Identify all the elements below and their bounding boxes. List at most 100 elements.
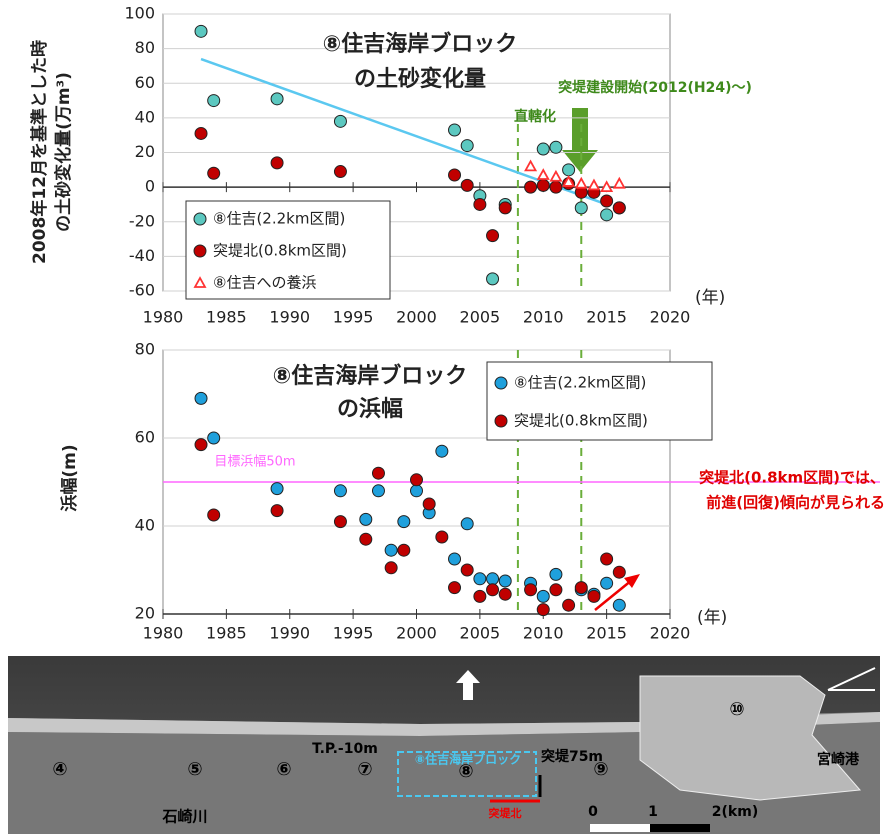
y-tick-label: -60 [129, 281, 155, 300]
legend-marker [194, 245, 206, 257]
legend-marker [495, 377, 507, 389]
chart-title: の土砂変化量 [354, 66, 486, 92]
chart-title: の浜幅 [337, 397, 403, 422]
point [360, 533, 372, 545]
map-label: 2(km) [712, 804, 758, 820]
map-label: ⑧ [458, 761, 473, 782]
x-tick-label: 2005 [460, 308, 501, 327]
scale-bar-white [590, 824, 650, 832]
y-tick-label: 80 [135, 340, 155, 359]
vline-label: 直轄化 [514, 108, 556, 125]
x-tick-label: 2010 [523, 624, 564, 643]
map-label: ⑨ [593, 759, 608, 780]
x-tick-label: 2020 [650, 308, 691, 327]
annotation: 突堤北(0.8km区間)では、 [699, 469, 885, 487]
point [499, 575, 511, 587]
point [271, 157, 283, 169]
point [526, 161, 536, 170]
point [602, 182, 612, 191]
point [372, 485, 384, 497]
point [423, 498, 435, 510]
point [334, 115, 346, 127]
x-tick-label: 2020 [650, 624, 691, 643]
point [208, 509, 220, 521]
point [360, 513, 372, 525]
point [614, 179, 624, 188]
point [537, 590, 549, 602]
y-axis-label: 2008年12月を基準とした時 [29, 40, 50, 264]
point [461, 140, 473, 152]
point [385, 544, 397, 556]
point [601, 553, 613, 565]
point [576, 179, 586, 188]
x-tick-label: 1985 [206, 624, 247, 643]
target-label: 目標浜幅50m [214, 455, 295, 470]
point [334, 516, 346, 528]
y-tick-label: 80 [135, 38, 155, 57]
point [601, 209, 613, 221]
map-label: ⑩ [729, 699, 744, 720]
x-tick-label: 1980 [143, 624, 184, 643]
point [271, 505, 283, 517]
point [575, 202, 587, 214]
y-tick-label: 0 [145, 177, 155, 196]
point [449, 124, 461, 136]
map-label: ⑦ [357, 759, 372, 780]
legend-label: ⑧住吉(2.2km区間) [213, 210, 345, 228]
figure: -60-40-200204060801001980198519901995200… [0, 0, 891, 834]
point [613, 566, 625, 578]
x-tick-label: 1995 [333, 308, 374, 327]
point [575, 582, 587, 594]
map-label: ④ [52, 759, 67, 780]
point [487, 573, 499, 585]
point [487, 584, 499, 596]
point [563, 164, 575, 176]
point [551, 172, 561, 181]
x-tick-label: 2015 [586, 624, 627, 643]
point [601, 195, 613, 207]
x-unit: (年) [695, 288, 725, 308]
point [411, 485, 423, 497]
y-tick-label: -20 [129, 211, 155, 230]
point [436, 531, 448, 543]
x-tick-label: 1985 [206, 308, 247, 327]
point [271, 483, 283, 495]
point [398, 516, 410, 528]
y-tick-label: 20 [135, 142, 155, 161]
map-label: T.P.-10m [312, 741, 378, 757]
map-label: 1 [648, 804, 658, 820]
legend-label: ⑧住吉への養浜 [213, 274, 316, 292]
point [474, 198, 486, 210]
point [461, 179, 473, 191]
legend-marker [495, 415, 507, 427]
point [208, 167, 220, 179]
point [588, 590, 600, 602]
point [550, 568, 562, 580]
point [195, 392, 207, 404]
x-tick-label: 1995 [333, 624, 374, 643]
point [449, 169, 461, 181]
y-tick-label: 60 [135, 428, 155, 447]
page: -60-40-200204060801001980198519901995200… [0, 0, 891, 838]
point [550, 181, 562, 193]
vline-label: 突堤建設開始(2012(H24)〜) [558, 79, 752, 96]
point [487, 273, 499, 285]
point [601, 577, 613, 589]
x-tick-label: 1990 [269, 624, 310, 643]
point [449, 553, 461, 565]
point [563, 599, 575, 611]
x-tick-label: 2015 [586, 308, 627, 327]
x-unit: (年) [697, 608, 727, 628]
point [195, 439, 207, 451]
chart-title: ⑧住吉海岸ブロック [323, 31, 518, 57]
point [525, 181, 537, 193]
point [411, 474, 423, 486]
point [474, 573, 486, 585]
x-tick-label: 2000 [396, 308, 437, 327]
point [537, 179, 549, 191]
y-tick-label: 40 [135, 107, 155, 126]
point [550, 141, 562, 153]
point [474, 590, 486, 602]
legend-label: ⑧住吉(2.2km区間) [514, 374, 646, 392]
point [449, 582, 461, 594]
